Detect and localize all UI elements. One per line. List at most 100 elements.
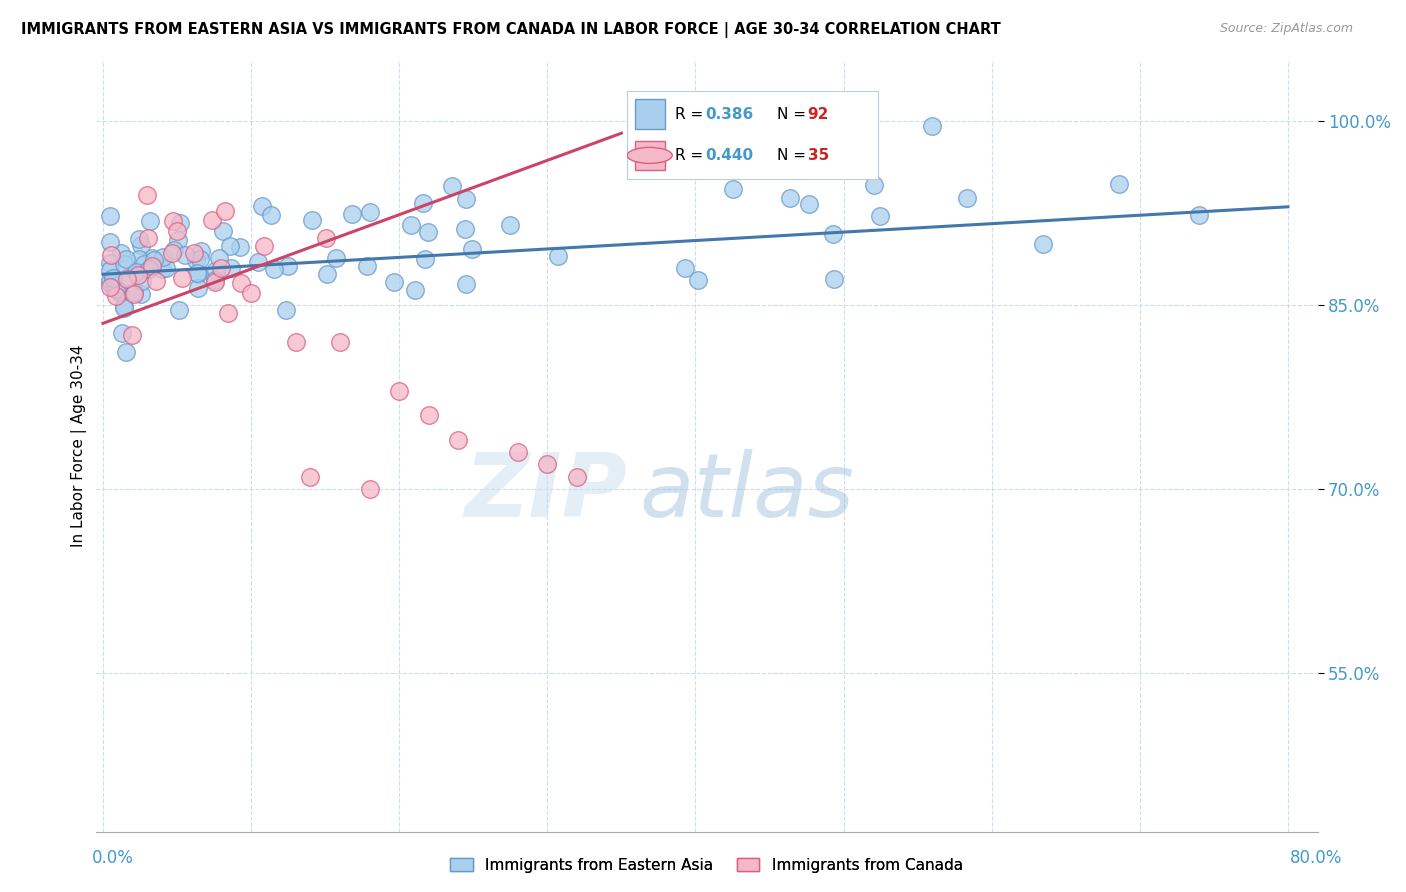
Point [100, 279, 122, 293]
Point [139, 214, 162, 228]
Point [160, 245, 183, 260]
Point [1108, 177, 1130, 191]
Point [921, 119, 943, 133]
Point [219, 260, 242, 275]
Point [128, 232, 150, 246]
Point [132, 257, 155, 271]
Point [143, 253, 166, 268]
Point [100, 209, 122, 223]
Point [274, 303, 297, 318]
Point [284, 334, 307, 349]
Point [246, 255, 269, 269]
Point [461, 243, 484, 257]
Point [412, 195, 434, 210]
Point [1188, 208, 1211, 222]
Text: ZIP: ZIP [464, 449, 627, 536]
Point [141, 251, 163, 265]
Point [166, 224, 188, 238]
Point [138, 262, 160, 277]
Point [127, 268, 149, 282]
Point [155, 260, 177, 275]
Point [204, 263, 226, 277]
Point [163, 243, 186, 257]
Point [228, 240, 250, 254]
Point [115, 344, 138, 359]
Point [299, 469, 322, 483]
Point [100, 273, 122, 287]
Point [821, 227, 844, 241]
Text: 0.0%: 0.0% [91, 849, 134, 867]
Point [454, 222, 477, 236]
Point [162, 214, 184, 228]
Point [359, 482, 381, 496]
Point [547, 249, 569, 263]
Point [356, 259, 378, 273]
Point [152, 250, 174, 264]
Point [263, 261, 285, 276]
Point [260, 208, 283, 222]
Point [536, 458, 558, 472]
Point [188, 252, 211, 267]
Point [316, 267, 339, 281]
Point [167, 302, 190, 317]
Point [779, 191, 801, 205]
Point [105, 289, 128, 303]
Point [454, 277, 477, 291]
Point [150, 262, 173, 277]
Point [441, 178, 464, 193]
Point [797, 196, 820, 211]
Point [117, 271, 139, 285]
Point [169, 216, 191, 230]
Point [214, 203, 236, 218]
Text: 80.0%: 80.0% [1291, 849, 1343, 867]
Point [565, 469, 588, 483]
Point [114, 252, 136, 266]
Point [688, 273, 710, 287]
Point [301, 212, 323, 227]
Text: IMMIGRANTS FROM EASTERN ASIA VS IMMIGRANTS FROM CANADA IN LABOR FORCE | AGE 30-3: IMMIGRANTS FROM EASTERN ASIA VS IMMIGRAN… [21, 22, 1001, 38]
Point [136, 187, 159, 202]
Point [101, 271, 124, 285]
Point [201, 212, 224, 227]
Point [418, 409, 440, 423]
Point [190, 244, 212, 258]
Point [103, 281, 125, 295]
Point [170, 271, 193, 285]
Point [100, 276, 122, 290]
Point [122, 285, 145, 299]
Point [122, 287, 145, 301]
Point [100, 248, 122, 262]
Point [138, 230, 160, 244]
Text: Source: ZipAtlas.com: Source: ZipAtlas.com [1219, 22, 1353, 36]
Point [956, 191, 979, 205]
Point [359, 204, 381, 219]
Legend: Immigrants from Eastern Asia, Immigrants from Canada: Immigrants from Eastern Asia, Immigrants… [444, 852, 969, 879]
Point [112, 299, 135, 313]
Point [401, 218, 423, 232]
Point [141, 259, 163, 273]
Point [1032, 236, 1054, 251]
Point [823, 272, 845, 286]
Point [166, 233, 188, 247]
Point [112, 301, 135, 316]
Point [204, 273, 226, 287]
Text: atlas: atlas [640, 450, 855, 535]
Point [219, 239, 242, 253]
Point [456, 192, 478, 206]
Point [211, 224, 233, 238]
Point [240, 285, 263, 300]
Point [673, 261, 696, 276]
Point [229, 276, 252, 290]
Point [277, 259, 299, 273]
Point [184, 253, 207, 268]
Point [404, 283, 426, 297]
Point [498, 218, 520, 232]
Point [325, 251, 347, 265]
Point [111, 326, 134, 340]
Point [208, 251, 231, 265]
Point [506, 445, 529, 459]
Point [253, 239, 276, 253]
Point [186, 266, 208, 280]
Point [128, 252, 150, 266]
Point [863, 178, 886, 192]
